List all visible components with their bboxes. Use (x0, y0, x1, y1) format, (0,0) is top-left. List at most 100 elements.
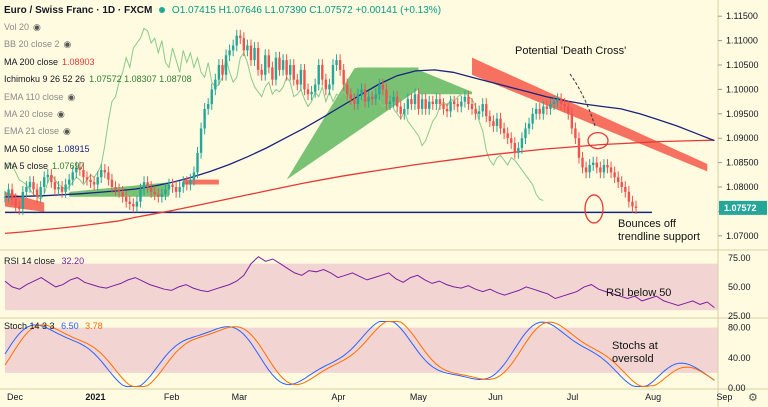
indicator-ma-5-close[interactable]: MA 5 close 1.07697 (4, 161, 85, 171)
candle-body (196, 152, 199, 173)
indicator-value: 1.08903 (62, 56, 95, 67)
candle-body (139, 189, 142, 202)
candle-body (174, 187, 178, 192)
indicator-label: MA 20 close (4, 109, 54, 119)
rsi-tick-label: 25.00 (728, 311, 751, 321)
candle-body (324, 79, 328, 90)
candle-body (531, 113, 534, 124)
candle-body (153, 191, 156, 195)
time-axis-label: Dec (7, 392, 24, 402)
stoch-k-line (4, 321, 715, 387)
candle-body (492, 121, 495, 126)
indicator-vol-20[interactable]: Vol 20 ◉ (4, 22, 41, 33)
candle-body (189, 179, 192, 185)
candle-body (299, 69, 303, 85)
candle-body (549, 104, 552, 109)
candle-body (346, 84, 349, 95)
time-axis-label: Mar (232, 392, 248, 402)
candle-body (214, 79, 217, 90)
candle-body (342, 69, 345, 85)
hidden-eye-icon[interactable]: ◉ (33, 22, 41, 32)
indicator-ema-21-close[interactable]: EMA 21 close ◉ (4, 126, 71, 137)
candle-body (488, 116, 492, 122)
time-axis-label: May (410, 392, 428, 402)
candle-body (199, 128, 203, 153)
symbol-title[interactable]: Euro / Swiss Franc · 1D · FXCM (4, 5, 153, 16)
candle-body (592, 162, 595, 166)
hidden-eye-icon[interactable]: ◉ (57, 109, 65, 119)
candle-body (289, 65, 292, 75)
candle-body (570, 113, 574, 129)
candle-body (474, 108, 477, 114)
annotation-bounce-line2: trendline support (618, 231, 700, 243)
candle-body (545, 106, 549, 109)
hidden-eye-icon[interactable]: ◉ (67, 91, 76, 102)
death-cross-circle (587, 131, 609, 150)
rsi-legend: RSI 14 close 32.20 (4, 256, 84, 266)
stoch-legend: Stoch 14 3 3 6.50 3.78 (4, 321, 103, 331)
candle-body (413, 94, 417, 105)
candle-body (620, 182, 623, 187)
indicator-ichimoku-9-26-52-26[interactable]: Ichimoku 9 26 52 26 1.07572 1.08307 1.087… (4, 74, 192, 84)
ma-line (4, 69, 715, 198)
candle-body (410, 99, 413, 105)
candle-body (192, 172, 196, 180)
candle-body (231, 45, 235, 51)
candle-body (420, 99, 424, 109)
settings-gear-icon[interactable]: ⚙ (748, 392, 758, 404)
price-tick-label: 1.11000 (726, 36, 758, 46)
time-axis-label: Jun (488, 392, 503, 402)
candle-body (164, 189, 167, 195)
stoch-k-value: 6.50 (61, 321, 79, 331)
indicator-label: Vol 20 (4, 22, 30, 32)
ma-line (4, 139, 715, 235)
indicator-ma-50-close[interactable]: MA 50 close 1.08915 (4, 144, 90, 154)
indicator-value: 1.07697 (52, 161, 85, 172)
indicator-value: 1.07572 1.08307 1.08708 (89, 74, 192, 85)
rsi-tick-label: 75.00 (728, 253, 751, 263)
last-price-label: 1.07572 (724, 203, 757, 213)
candle-body (242, 38, 246, 51)
candle-body (18, 206, 21, 209)
chart-header: Euro / Swiss Franc · 1D · FXCM O1.07415 … (4, 5, 441, 16)
candle-body (142, 182, 146, 190)
candle-body (556, 99, 559, 102)
indicator-ma-20-close[interactable]: MA 20 close ◉ (4, 109, 65, 120)
price-tick-label: 1.07000 (726, 231, 759, 241)
candle-body (10, 189, 14, 200)
price-tick-label: 1.10000 (726, 84, 759, 94)
candle-body (510, 138, 513, 144)
candle-body (588, 165, 591, 173)
candle-body (502, 128, 506, 134)
candle-body (567, 106, 570, 114)
candle-body (435, 99, 438, 105)
indicator-bb-20-close-2[interactable]: BB 20 close 2 ◉ (4, 39, 71, 50)
candle-body (67, 179, 71, 185)
candle-body (303, 69, 306, 90)
candle-body (331, 65, 335, 85)
candle-body (513, 143, 516, 153)
candle-body (438, 99, 442, 105)
candle-body (253, 47, 256, 61)
candle-body (542, 106, 545, 114)
candle-body (57, 187, 60, 190)
candle-body (249, 45, 253, 61)
candle-body (178, 187, 181, 192)
time-axis-label: Feb (164, 392, 180, 402)
hidden-eye-icon[interactable]: ◉ (63, 39, 72, 50)
candle-body (613, 172, 616, 178)
candle-body (256, 47, 260, 70)
candle-body (110, 179, 114, 187)
rsi-tick-label: 50.00 (728, 282, 751, 292)
indicator-ma-200-close[interactable]: MA 200 close 1.08903 (4, 57, 95, 67)
candle-body (495, 118, 499, 126)
candle-body (271, 67, 274, 80)
candle-body (43, 177, 46, 187)
candle-body (467, 96, 470, 105)
indicator-ema-110-close[interactable]: EMA 110 close ◉ (4, 92, 75, 103)
hidden-eye-icon[interactable]: ◉ (63, 126, 71, 137)
candle-body (32, 182, 35, 190)
stoch-band (5, 327, 718, 373)
candle-body (406, 99, 410, 109)
